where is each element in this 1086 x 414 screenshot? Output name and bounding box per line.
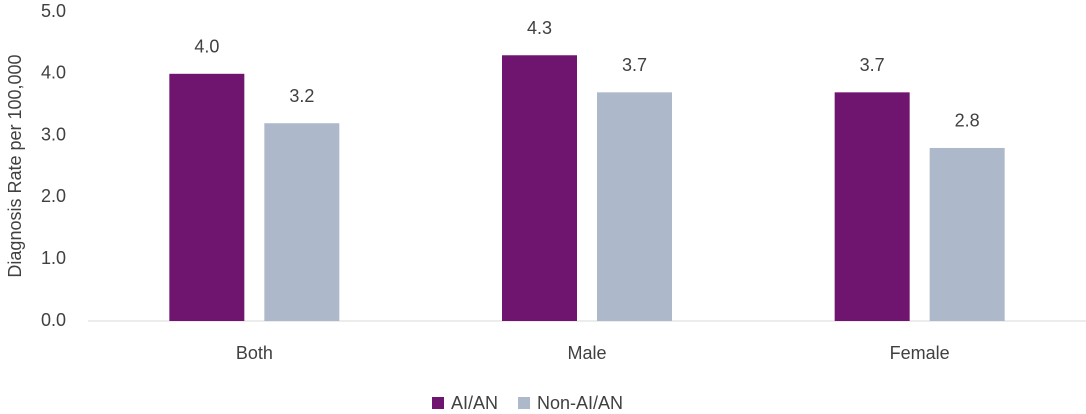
y-tick-label: 0.0 [41,310,66,330]
bar [169,73,245,321]
data-label: 4.0 [194,37,219,57]
bar [502,55,577,321]
legend-swatch [432,397,444,409]
data-label: 2.8 [955,111,980,131]
y-tick-label: 1.0 [41,248,66,268]
y-tick-label: 4.0 [41,63,66,83]
y-tick-label: 2.0 [41,186,66,206]
data-label: 3.2 [289,86,314,106]
legend-label: AI/AN [451,393,498,413]
bar [264,123,340,322]
data-label: 4.3 [527,18,552,38]
legend-swatch [518,397,531,409]
data-label: 3.7 [622,55,647,75]
bar [929,147,1005,321]
x-tick-label: Both [236,343,273,363]
x-tick-label: Male [567,343,606,363]
bar [597,92,672,321]
y-axis-label: Diagnosis Rate per 100,000 [5,54,25,277]
y-tick-label: 5.0 [41,1,66,21]
bar [834,92,910,321]
x-tick-label: Female [890,343,950,363]
legend-label: Non-AI/AN [537,393,623,413]
data-label: 3.7 [860,55,885,75]
y-tick-label: 3.0 [41,124,66,144]
